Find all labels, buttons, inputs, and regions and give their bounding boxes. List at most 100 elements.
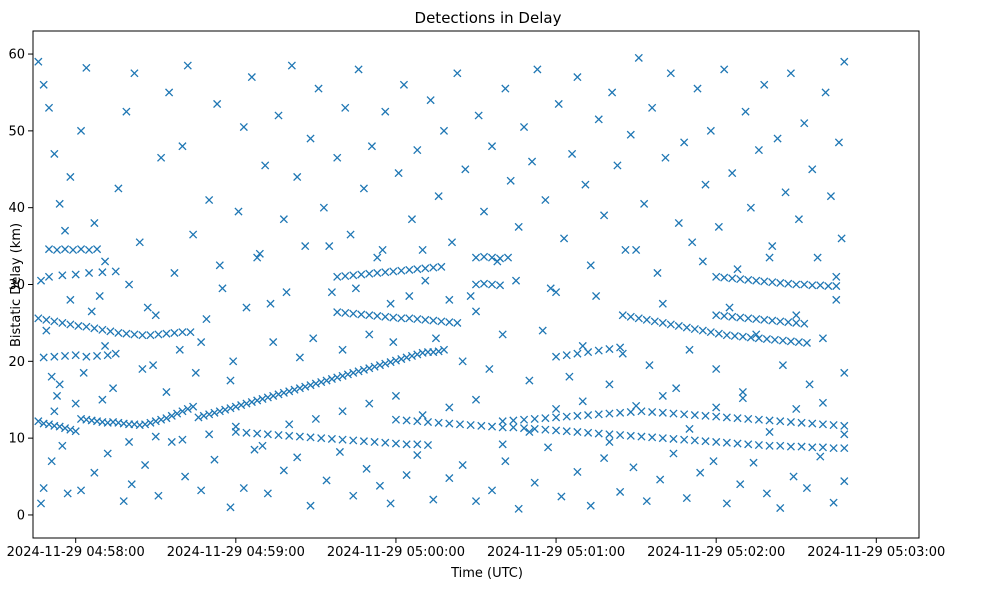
data-point — [752, 276, 761, 285]
data-point — [373, 268, 382, 278]
data-point — [327, 288, 336, 297]
data-point — [506, 176, 515, 185]
data-point — [381, 359, 390, 368]
data-point — [818, 443, 827, 452]
data-point — [349, 491, 358, 500]
data-point — [92, 245, 102, 254]
data-point — [666, 320, 675, 329]
data-point — [405, 265, 414, 274]
data-point — [429, 263, 438, 272]
data-point — [389, 338, 398, 347]
data-point — [351, 284, 360, 293]
data-point — [322, 376, 331, 385]
data-point — [39, 353, 48, 362]
data-point — [754, 415, 763, 424]
data-point — [778, 361, 787, 370]
data-point — [306, 433, 315, 442]
data-point — [429, 495, 438, 504]
data-point — [178, 435, 187, 444]
data-point — [840, 444, 849, 453]
data-point — [487, 142, 497, 151]
data-point — [680, 138, 689, 147]
data-point — [92, 351, 102, 361]
data-point — [701, 437, 710, 446]
data-point — [637, 432, 646, 441]
data-point — [685, 345, 694, 354]
data-point — [365, 399, 374, 408]
data-point — [640, 199, 649, 208]
data-point — [338, 371, 347, 380]
y-tick-label: 40 — [8, 201, 25, 216]
data-point — [199, 411, 208, 420]
x-tick-label: 2024-11-29 05:00:00 — [327, 545, 465, 560]
data-point — [95, 291, 104, 301]
data-point — [349, 436, 358, 445]
data-point — [165, 88, 174, 97]
data-point — [487, 253, 497, 262]
data-point — [149, 361, 158, 370]
data-point — [362, 464, 371, 473]
data-point — [439, 345, 449, 354]
data-point — [44, 272, 54, 281]
data-point — [151, 432, 160, 441]
data-point — [39, 484, 48, 493]
data-point — [71, 427, 80, 436]
data-point — [714, 329, 723, 338]
data-point — [426, 96, 435, 105]
data-point — [744, 314, 753, 323]
data-point — [658, 391, 667, 400]
data-point — [560, 234, 569, 243]
data-point — [98, 395, 107, 404]
data-point — [263, 489, 272, 498]
data-point — [746, 203, 755, 212]
data-point — [648, 433, 657, 442]
data-point — [71, 399, 80, 408]
data-point — [402, 416, 411, 425]
data-point — [98, 268, 107, 277]
data-point — [584, 428, 593, 437]
data-point — [690, 324, 699, 334]
data-point — [666, 69, 675, 78]
data-point — [642, 315, 651, 324]
data-point — [226, 503, 235, 512]
data-point — [800, 280, 809, 289]
data-point — [226, 404, 235, 413]
data-point — [722, 438, 731, 447]
data-point — [511, 276, 521, 285]
data-point — [760, 315, 769, 324]
data-point — [253, 429, 262, 438]
data-point — [127, 480, 136, 489]
data-point — [279, 215, 288, 224]
data-point — [808, 281, 817, 290]
data-point — [471, 307, 481, 316]
data-point — [100, 257, 110, 266]
data-point — [541, 425, 550, 434]
x-tick-label: 2024-11-29 05:02:00 — [647, 545, 785, 560]
data-point — [261, 161, 270, 170]
data-point — [434, 192, 443, 201]
data-point — [151, 417, 160, 426]
data-point — [285, 420, 294, 429]
data-point — [407, 351, 417, 361]
data-point — [600, 454, 609, 463]
data-point — [421, 315, 430, 324]
data-point — [122, 107, 131, 116]
data-point — [421, 264, 430, 273]
data-point — [498, 417, 507, 426]
x-axis-label: Time (UTC) — [450, 566, 523, 581]
data-point — [816, 281, 825, 290]
data-point — [186, 328, 195, 337]
data-point — [247, 73, 256, 82]
data-point — [47, 457, 56, 466]
data-point — [170, 268, 179, 278]
data-point — [197, 338, 206, 347]
data-point — [413, 450, 422, 460]
data-point — [682, 493, 691, 503]
data-point — [79, 368, 88, 377]
data-point — [826, 192, 835, 201]
data-point — [840, 421, 849, 430]
data-point — [466, 421, 475, 430]
data-point — [613, 161, 622, 170]
data-point — [231, 402, 240, 411]
